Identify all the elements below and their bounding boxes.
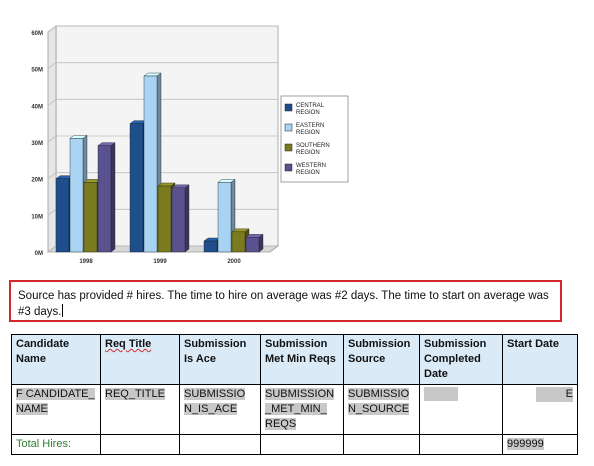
header-candidate-name: Candidate Name <box>11 334 101 385</box>
total-empty-cell <box>419 434 503 455</box>
field-start-date: E <box>535 387 573 402</box>
summary-message-text: Source has provided # hires. The time to… <box>18 290 549 318</box>
x-tick-label: 1999 <box>153 259 167 265</box>
table-header-row: Candidate Name Req Title Submission Is A… <box>11 334 578 385</box>
legend-label-line2: REGION <box>296 150 320 156</box>
header-submission-completed-date: Submission Completed Date <box>419 334 503 385</box>
gridline <box>47 25 278 33</box>
cell-req-title[interactable]: REQ_TITLE <box>100 384 180 435</box>
bar <box>171 187 186 253</box>
bar <box>83 182 98 253</box>
cell-submission-source[interactable]: SUBMISSIO N_SOURCE <box>343 384 420 435</box>
bar <box>217 182 232 253</box>
y-tick-label: 60M <box>31 31 43 37</box>
bar <box>231 231 246 253</box>
field-req-title: REQ_TITLE <box>105 388 165 400</box>
hires-report-table: Candidate Name Req Title Submission Is A… <box>11 334 578 455</box>
total-empty-cell <box>179 434 261 455</box>
cell-submission-is-ace[interactable]: SUBMISSIO N_IS_ACE <box>179 384 261 435</box>
y-tick-label: 0M <box>35 251 43 257</box>
field-candidate-name: F CANDIDATE_ NAME <box>16 388 95 415</box>
y-tick-label: 50M <box>31 68 43 74</box>
text-cursor <box>62 304 64 317</box>
y-tick-label: 30M <box>31 141 43 147</box>
legend-label: CENTRAL <box>296 103 325 109</box>
y-tick-label: 20M <box>31 178 43 184</box>
y-tick-label: 40M <box>31 104 43 110</box>
header-req-title-text: Req Title <box>105 338 152 350</box>
gridline <box>47 98 278 106</box>
bar <box>203 240 218 253</box>
gridline <box>47 135 278 143</box>
total-empty-cell <box>100 434 180 455</box>
bar <box>69 138 84 253</box>
gridline <box>47 62 278 69</box>
gridline <box>47 172 278 179</box>
total-empty-cell <box>343 434 420 455</box>
summary-message-box[interactable]: Source has provided # hires. The time to… <box>9 280 562 322</box>
bar <box>157 185 172 253</box>
legend-label: SOUTHERN <box>296 143 330 149</box>
header-submission-met-min-reqs: Submission Met Min Reqs <box>260 334 344 385</box>
cell-submission-met-min-reqs[interactable]: SUBMISSION _MET_MIN_ REQS <box>260 384 344 435</box>
bar <box>97 145 112 253</box>
total-hires-label: Total Hires: <box>11 434 101 455</box>
legend-swatch <box>284 163 293 172</box>
legend-swatch <box>284 103 293 112</box>
bar <box>129 123 144 253</box>
cell-submission-completed-date[interactable] <box>419 384 503 435</box>
header-submission-source: Submission Source <box>343 334 420 385</box>
legend-swatch <box>284 143 293 152</box>
legend-label-line2: REGION <box>296 170 320 176</box>
legend-label: WESTERN <box>296 163 326 169</box>
bar <box>245 237 260 253</box>
legend-swatch <box>284 123 293 132</box>
header-req-title: Req Title <box>100 334 180 385</box>
total-hires-value-cell[interactable]: 999999 <box>502 434 578 455</box>
header-start-date: Start Date <box>502 334 578 385</box>
x-tick-label: 1998 <box>79 259 93 265</box>
total-empty-cell <box>260 434 344 455</box>
field-submission-completed-date <box>424 387 458 401</box>
y-tick-label: 10M <box>31 214 43 220</box>
table-total-row: Total Hires: 999999 <box>11 434 578 455</box>
field-submission-source: SUBMISSIO N_SOURCE <box>348 388 410 415</box>
field-submission-met-min-reqs: SUBMISSION _MET_MIN_ REQS <box>265 388 335 430</box>
x-tick-label: 2000 <box>227 259 241 265</box>
bar-side <box>184 184 190 253</box>
legend-label-line2: REGION <box>296 130 320 136</box>
bar <box>143 75 158 253</box>
bar <box>55 178 70 253</box>
table-row: F CANDIDATE_ NAME REQ_TITLE SUBMISSIO N_… <box>11 384 578 435</box>
total-hires-value: 999999 <box>507 438 544 450</box>
field-submission-is-ace: SUBMISSIO N_IS_ACE <box>184 388 246 415</box>
header-submission-is-ace: Submission Is Ace <box>179 334 261 385</box>
legend-label-line2: REGION <box>296 110 320 116</box>
cell-start-date[interactable]: E <box>502 384 578 435</box>
legend-label: EASTERN <box>296 123 324 129</box>
cell-candidate-name[interactable]: F CANDIDATE_ NAME <box>11 384 101 435</box>
bar-side <box>110 142 116 253</box>
